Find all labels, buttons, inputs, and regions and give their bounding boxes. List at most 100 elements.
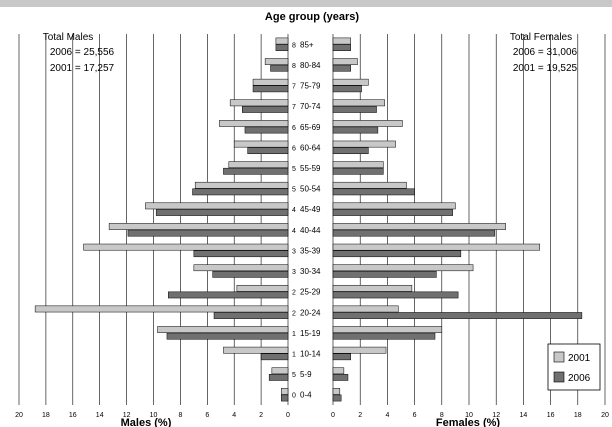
category-label-0-4: 0-4 <box>300 391 312 400</box>
bar-males-2001-75-79 <box>252 78 289 86</box>
tick-label-males-18: 18 <box>42 412 50 419</box>
tick-label-males-8: 8 <box>178 412 182 419</box>
category-label-25-29: 25-29 <box>300 288 321 297</box>
bar-females-2006-5-9 <box>332 374 349 381</box>
bar-males-2001-10-14 <box>223 346 289 354</box>
legend-label-2001: 2001 <box>568 353 591 364</box>
bar-males-2006-80-84 <box>270 64 289 72</box>
bar-females-2001-15-19 <box>332 326 443 333</box>
bar-females-2006-45-49 <box>332 209 453 216</box>
bar-males-2001-70-74 <box>229 99 289 107</box>
bar-females-2006-75-79 <box>332 85 362 93</box>
category-label-75-79: 75-79 <box>300 82 321 91</box>
bar-females-2001-60-64 <box>332 140 396 148</box>
bar-males-2006-20-24 <box>213 312 289 319</box>
bar-females-2006-40-44 <box>332 229 496 237</box>
category-code-50-54: 5 <box>292 187 296 194</box>
tick-label-females-18: 18 <box>574 412 582 419</box>
category-code-20-24: 2 <box>292 310 296 317</box>
tick-label-males-4: 4 <box>232 412 236 419</box>
category-code-80-84: 8 <box>292 63 296 70</box>
bar-females-2006-25-29 <box>332 291 459 299</box>
males-axis-label: Males (%) <box>121 417 172 427</box>
bar-males-2001-25-29 <box>236 284 289 292</box>
bar-females-2006-55-59 <box>332 167 384 175</box>
legend: 2001 2006 <box>547 343 601 391</box>
bar-males-2001-0-4 <box>281 388 289 395</box>
bar-females-2006-30-34 <box>332 270 437 278</box>
category-code-70-74: 7 <box>292 104 296 111</box>
bar-females-2001-45-49 <box>332 202 456 210</box>
tick-label-females-6: 6 <box>413 412 417 419</box>
bar-females-2001-55-59 <box>332 161 384 169</box>
bar-females-2001-30-34 <box>332 264 474 272</box>
bar-females-2006-50-54 <box>332 188 415 196</box>
bar-females-2006-80-84 <box>332 64 351 72</box>
legend-box <box>547 343 601 391</box>
bar-females-2001-10-14 <box>332 346 387 354</box>
bar-females-2006-0-4 <box>332 394 342 402</box>
bar-males-2006-75-79 <box>252 85 289 93</box>
category-label-80-84: 80-84 <box>300 61 321 70</box>
tick-label-males-20: 20 <box>15 412 23 419</box>
category-code-35-39: 3 <box>292 248 296 255</box>
tick-label-females-0: 0 <box>331 412 335 419</box>
bar-males-2001-20-24 <box>34 305 289 313</box>
tick-label-females-10: 10 <box>465 412 473 419</box>
category-code-25-29: 2 <box>292 290 296 297</box>
category-label-65-69: 65-69 <box>300 123 321 132</box>
bar-females-2001-85+ <box>332 37 351 45</box>
category-code-75-79: 7 <box>292 84 296 91</box>
category-label-5-9: 5-9 <box>300 370 312 379</box>
tick-label-males-6: 6 <box>205 412 209 419</box>
bar-females-2006-10-14 <box>332 353 351 361</box>
tick-label-males-12: 12 <box>123 412 131 419</box>
females-total-2006: 2006 = 31,006 <box>513 47 578 58</box>
category-label-70-74: 70-74 <box>300 102 321 111</box>
tick-label-females-4: 4 <box>385 412 389 419</box>
tick-label-females-12: 12 <box>492 412 500 419</box>
bar-females-2001-80-84 <box>332 58 358 65</box>
category-label-15-19: 15-19 <box>300 329 321 338</box>
bar-males-2006-35-39 <box>193 250 289 258</box>
category-labels: 0 0-45 5-91 10-141 15-192 20-242 25-293 30-343 3… <box>292 40 321 399</box>
bar-males-2001-5-9 <box>271 367 289 375</box>
tick-labels: 0 0 2 2 4 4 6 6 8 8 10 10 12 12 14 14 16 16 18 18 20 20 <box>15 412 609 419</box>
bar-females-2001-70-74 <box>332 99 385 107</box>
chart-title: Age group (years) <box>265 11 359 23</box>
category-label-55-59: 55-59 <box>300 164 321 173</box>
category-label-40-44: 40-44 <box>300 226 321 235</box>
bar-males-2006-60-64 <box>247 147 289 155</box>
bar-males-2001-85+ <box>275 37 289 45</box>
tick-label-males-0: 0 <box>286 412 290 419</box>
tick-label-females-8: 8 <box>440 412 444 419</box>
bar-females-2006-65-69 <box>332 126 379 134</box>
females-total-2001: 2001 = 19,525 <box>513 63 578 74</box>
category-code-10-14: 1 <box>292 351 296 358</box>
tick-label-males-10: 10 <box>150 412 158 419</box>
category-code-85+: 8 <box>292 42 296 49</box>
category-code-15-19: 1 <box>292 331 296 338</box>
legend-swatch-2006 <box>553 371 565 383</box>
bar-males-2006-5-9 <box>268 374 289 381</box>
category-code-45-49: 4 <box>292 207 296 214</box>
category-code-0-4: 0 <box>292 393 296 400</box>
bar-males-2006-55-59 <box>223 167 289 175</box>
category-code-55-59: 5 <box>292 166 296 173</box>
gridlines <box>18 34 606 405</box>
bar-females-2006-20-24 <box>332 312 583 319</box>
bar-males-2001-60-64 <box>233 140 289 148</box>
legend-label-2006: 2006 <box>568 373 591 384</box>
males-total-2006: 2006 = 25,556 <box>50 47 115 58</box>
bar-males-2001-50-54 <box>194 181 289 189</box>
category-code-60-64: 6 <box>292 145 296 152</box>
females-axis-label: Females (%) <box>436 417 501 427</box>
bar-males-2006-70-74 <box>242 106 289 113</box>
bar-males-2001-40-44 <box>108 223 289 230</box>
category-label-85+: 85+ <box>300 40 314 49</box>
bar-males-2006-40-44 <box>127 229 289 237</box>
bar-males-2006-25-29 <box>168 291 289 299</box>
category-code-30-34: 3 <box>292 269 296 276</box>
bars <box>34 37 583 402</box>
